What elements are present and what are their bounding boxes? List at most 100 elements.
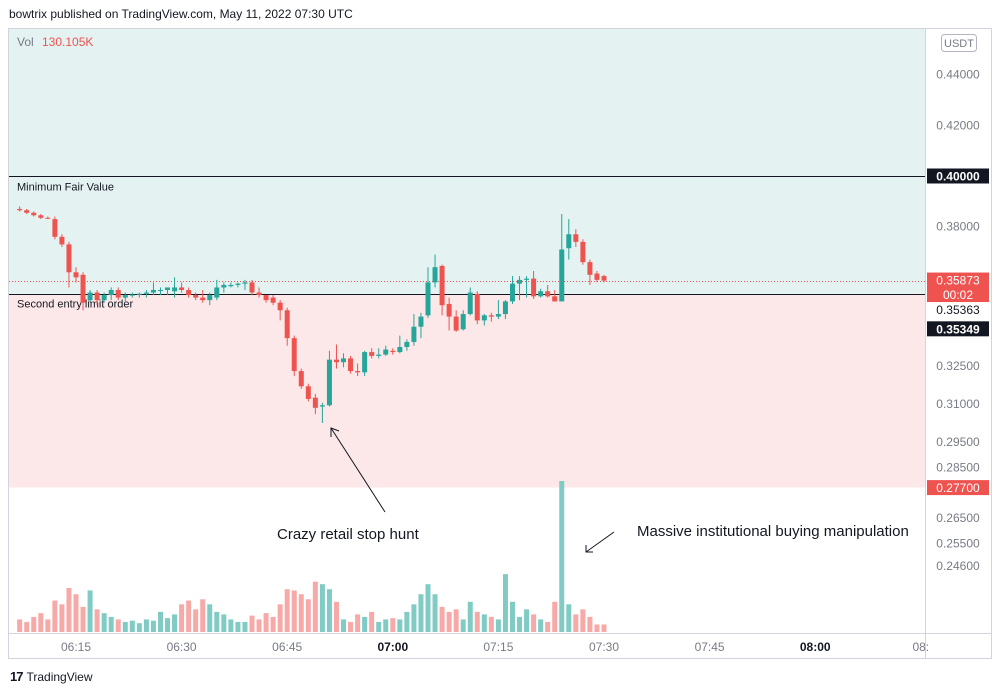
candle: [17, 206, 23, 212]
volume-bar: [319, 584, 325, 632]
candle-body: [179, 287, 185, 290]
candle-body: [52, 219, 58, 237]
volume-bar: [193, 609, 199, 632]
candle: [587, 259, 593, 285]
candle-body: [143, 292, 149, 294]
volume-bar: [249, 615, 255, 632]
price-tick-label: 0.31000: [936, 397, 980, 411]
candle: [207, 292, 213, 306]
candle-body: [552, 296, 558, 302]
candle: [136, 292, 142, 298]
candle: [80, 272, 86, 311]
volume-bar: [326, 589, 332, 632]
volume-bar: [284, 589, 290, 632]
price-badge-bg: [927, 168, 989, 184]
candle: [228, 282, 234, 288]
candle-body: [305, 386, 311, 399]
volume-bar: [242, 621, 248, 632]
volume-bar: [594, 624, 600, 632]
volume-bar: [404, 611, 410, 632]
price-tick-label: 0.38000: [936, 220, 980, 234]
candle-body: [390, 350, 396, 353]
price-tick-label: 0.44000: [936, 68, 980, 82]
currency-badge[interactable]: USDT: [944, 38, 974, 50]
candle: [524, 276, 530, 298]
candle-body: [73, 272, 79, 278]
price-badge-bg: [927, 287, 989, 303]
candle: [143, 290, 149, 298]
candle: [249, 279, 255, 296]
currency-badge-box[interactable]: [941, 34, 977, 52]
candle: [256, 287, 262, 298]
candle: [481, 314, 487, 326]
candle: [101, 292, 107, 303]
volume-bar: [73, 594, 79, 632]
candle: [115, 287, 121, 301]
candle-body: [256, 292, 262, 296]
candle-body: [333, 359, 339, 363]
brand-name: TradingView: [26, 669, 93, 684]
candle: [66, 241, 72, 288]
candle-body: [235, 283, 241, 285]
volume-bar: [115, 619, 121, 632]
volume-bar: [122, 621, 128, 632]
volume-bars: [17, 481, 607, 632]
candle: [552, 290, 558, 302]
volume-bar: [580, 609, 586, 632]
long-position-zone: [9, 29, 925, 294]
candle-body: [495, 314, 501, 317]
price-badge-label: 0.35349: [936, 322, 980, 336]
candle-body: [270, 297, 276, 303]
candle: [538, 288, 544, 298]
candle: [601, 274, 607, 283]
candle: [404, 339, 410, 351]
candle-body: [312, 397, 318, 408]
candle-body: [157, 290, 163, 291]
candle: [122, 292, 128, 303]
volume-bar: [101, 613, 107, 632]
volume-bar: [509, 601, 515, 632]
candle-body: [150, 290, 156, 293]
candle-body: [101, 295, 107, 301]
candle: [52, 216, 58, 240]
candle: [411, 314, 417, 346]
volume-bar: [411, 604, 417, 632]
volume-bar: [94, 609, 100, 632]
candle-body: [481, 315, 487, 321]
candle-body: [601, 276, 607, 281]
volume-bar: [545, 621, 551, 632]
candle-body: [488, 315, 494, 317]
candle-body: [66, 244, 72, 273]
candle: [242, 279, 248, 290]
candle: [270, 295, 276, 306]
candle-body: [284, 310, 290, 339]
volume-bar: [474, 611, 480, 632]
level-line-label: Second entry limit order: [17, 299, 133, 311]
candle: [559, 214, 565, 302]
volume-bar: [228, 619, 234, 632]
candle-body: [411, 326, 417, 342]
candle-body: [326, 359, 332, 406]
price-badge-label: 0.35873: [936, 274, 980, 288]
volume-bar: [502, 574, 508, 632]
candle: [214, 279, 220, 301]
candle: [172, 277, 178, 298]
volume-bar: [531, 614, 537, 632]
time-tick-label: 07:45: [695, 640, 725, 654]
time-axis-labels: 06:15 06:30 06:45 07:00 07:15 07:30 07:45 08:00…: [61, 640, 929, 654]
candle-body: [341, 358, 347, 363]
candle: [580, 239, 586, 265]
candle: [509, 276, 515, 304]
price-badge-bg: [927, 321, 989, 337]
price-tick-label: 0.28500: [936, 460, 980, 474]
volume-bar: [207, 604, 213, 632]
candle: [390, 348, 396, 355]
candle: [453, 310, 459, 332]
volume-bar: [165, 618, 171, 632]
volume-bar: [362, 616, 368, 632]
volume-bar: [467, 601, 473, 632]
candle: [221, 282, 227, 293]
chart-frame: [8, 28, 992, 659]
